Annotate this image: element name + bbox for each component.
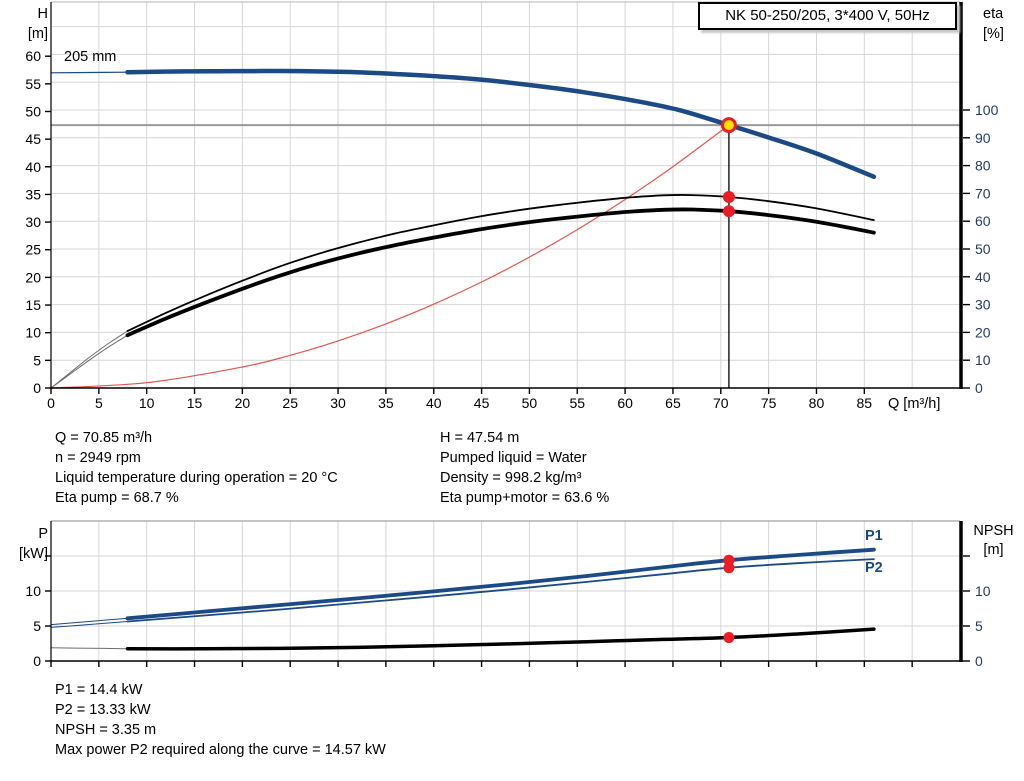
h-axis-title: H [m] bbox=[0, 4, 48, 44]
x-axis-tick-label: 75 bbox=[761, 395, 777, 411]
h-axis-title-line1: H bbox=[37, 6, 48, 22]
x-axis-tick-label: 10 bbox=[139, 395, 155, 411]
x-axis-tick-label: 40 bbox=[426, 395, 442, 411]
x-axis-tick-label: 80 bbox=[809, 395, 825, 411]
result-block: P1 = 14.4 kW P2 = 13.33 kW NPSH = 3.35 m… bbox=[55, 680, 386, 760]
eta-axis-title-line1: eta bbox=[983, 6, 1004, 22]
info-eta-pump: Eta pump = 68.7 % bbox=[55, 490, 179, 506]
p1-curve-lead bbox=[50, 617, 128, 626]
p-axis-title-line2: [kW] bbox=[19, 546, 48, 562]
eta-pump-motor-lead bbox=[50, 334, 128, 389]
x-axis-tick-label: 25 bbox=[282, 395, 298, 411]
left-axis-tick-label: 0 bbox=[33, 380, 41, 396]
info-q: Q = 70.85 m³/h bbox=[55, 430, 153, 446]
system-curve bbox=[50, 124, 730, 389]
npsh-axis-title-line2: [m] bbox=[983, 542, 1004, 558]
hq-curve-lead bbox=[50, 71, 129, 74]
p1-curve-label: P1 bbox=[865, 528, 883, 544]
x-axis-tick-label: 45 bbox=[474, 395, 490, 411]
x-axis-tick-label: 85 bbox=[857, 395, 873, 411]
p-axis-title-line1: P bbox=[38, 526, 48, 542]
left-axis-tick-label: 10 bbox=[25, 325, 41, 341]
right-axis-tick-label: 10 bbox=[975, 352, 991, 368]
right-axis-tick-label: 80 bbox=[975, 158, 991, 174]
right-axis-tick-label: 30 bbox=[975, 297, 991, 313]
left-axis-tick-label: 5 bbox=[33, 352, 41, 368]
left-axis-tick-label: 40 bbox=[25, 159, 41, 175]
h-axis-title-line2: [m] bbox=[27, 26, 48, 42]
eta-axis-title: eta [%] bbox=[983, 4, 1023, 44]
x-axis-tick-label: 35 bbox=[378, 395, 394, 411]
npsh-curve-lead bbox=[50, 647, 128, 650]
left-axis-tick-label: 20 bbox=[25, 269, 41, 285]
x-axis-tick-label: 15 bbox=[187, 395, 203, 411]
x-axis-tick-label: 20 bbox=[235, 395, 251, 411]
info-pumped-liquid: Pumped liquid = Water bbox=[440, 450, 587, 466]
right-axis-tick-label: 20 bbox=[975, 324, 991, 340]
right-axis-tick-label: 70 bbox=[975, 185, 991, 201]
x-axis-tick-label: 50 bbox=[522, 395, 538, 411]
left-axis-tick-label: 35 bbox=[25, 186, 41, 202]
p2-curve-lead bbox=[50, 621, 128, 628]
info-density: Density = 998.2 kg/m³ bbox=[440, 470, 582, 486]
info-speed: n = 2949 rpm bbox=[55, 450, 141, 466]
npsh-axis-title-line1: NPSH bbox=[973, 523, 1014, 539]
hq-curve bbox=[125, 68, 877, 180]
right-axis-tick-label: 0 bbox=[975, 653, 983, 669]
result-max-p2: Max power P2 required along the curve = … bbox=[55, 742, 386, 758]
left-axis-tick-label: 30 bbox=[25, 214, 41, 230]
duty-red-marker bbox=[722, 205, 735, 218]
duty-red-marker bbox=[723, 632, 735, 644]
p2-curve bbox=[126, 558, 875, 623]
duty-red-marker bbox=[723, 562, 735, 574]
x-axis-tick-label: 0 bbox=[47, 395, 55, 411]
x-axis-tick-label: 5 bbox=[95, 395, 103, 411]
x-axis-tick-label: 60 bbox=[617, 395, 633, 411]
right-axis-tick-label: 5 bbox=[975, 618, 983, 634]
impeller-diameter-label: 205 mm bbox=[64, 49, 117, 65]
x-axis-tick-label: 55 bbox=[569, 395, 585, 411]
right-axis-tick-label: 40 bbox=[975, 269, 991, 285]
right-axis-tick-label: 90 bbox=[975, 130, 991, 146]
info-liquid-temp: Liquid temperature during operation = 20… bbox=[55, 470, 338, 486]
left-axis-tick-label: 15 bbox=[25, 297, 41, 313]
npsh-axis-title: NPSH [m] bbox=[963, 522, 1024, 560]
x-axis-tick-label: 30 bbox=[330, 395, 346, 411]
left-axis-tick-label: 10 bbox=[25, 583, 41, 599]
left-axis-tick-label: 60 bbox=[25, 48, 41, 64]
x-axis-tick-label: 65 bbox=[665, 395, 681, 411]
eta-axis-title-line2: [%] bbox=[983, 26, 1004, 42]
q-axis-title: Q [m³/h] bbox=[888, 396, 941, 412]
info-head: H = 47.54 m bbox=[440, 430, 520, 446]
right-axis-tick-label: 0 bbox=[975, 380, 983, 396]
left-axis-tick-label: 55 bbox=[25, 76, 41, 92]
result-npsh: NPSH = 3.35 m bbox=[55, 722, 157, 738]
eta-pump-lead bbox=[50, 330, 128, 389]
left-axis-tick-label: 50 bbox=[25, 103, 41, 119]
p2-curve-label: P2 bbox=[865, 560, 883, 576]
info-eta-pump-motor: Eta pump+motor = 63.6 % bbox=[440, 490, 610, 506]
right-axis-tick-label: 50 bbox=[975, 241, 991, 257]
left-axis-tick-label: 25 bbox=[25, 242, 41, 258]
p1-curve bbox=[125, 547, 876, 621]
x-axis-tick-label: 70 bbox=[713, 395, 729, 411]
left-axis-tick-label: 5 bbox=[33, 618, 41, 634]
left-axis-tick-label: 45 bbox=[25, 131, 41, 147]
npsh-curve bbox=[125, 627, 876, 651]
left-axis-tick-label: 0 bbox=[33, 653, 41, 669]
pump-title-box: NK 50-250/205, 3*400 V, 50Hz bbox=[698, 2, 957, 30]
right-axis-tick-label: 10 bbox=[975, 583, 991, 599]
duty-info-right-column: H = 47.54 m Pumped liquid = Water Densit… bbox=[440, 428, 609, 508]
right-axis-tick-label: 60 bbox=[975, 213, 991, 229]
duty-red-marker bbox=[722, 191, 735, 204]
duty-point-marker[interactable] bbox=[720, 117, 737, 134]
result-p1: P1 = 14.4 kW bbox=[55, 682, 143, 698]
right-axis-tick-label: 100 bbox=[975, 102, 999, 118]
duty-info-left-column: Q = 70.85 m³/h n = 2949 rpm Liquid tempe… bbox=[55, 428, 338, 508]
result-p2: P2 = 13.33 kW bbox=[55, 702, 151, 718]
p-axis-title: P [kW] bbox=[0, 524, 48, 564]
